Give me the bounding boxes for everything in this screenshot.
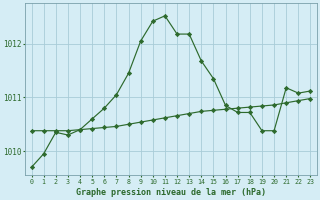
X-axis label: Graphe pression niveau de la mer (hPa): Graphe pression niveau de la mer (hPa) bbox=[76, 188, 266, 197]
